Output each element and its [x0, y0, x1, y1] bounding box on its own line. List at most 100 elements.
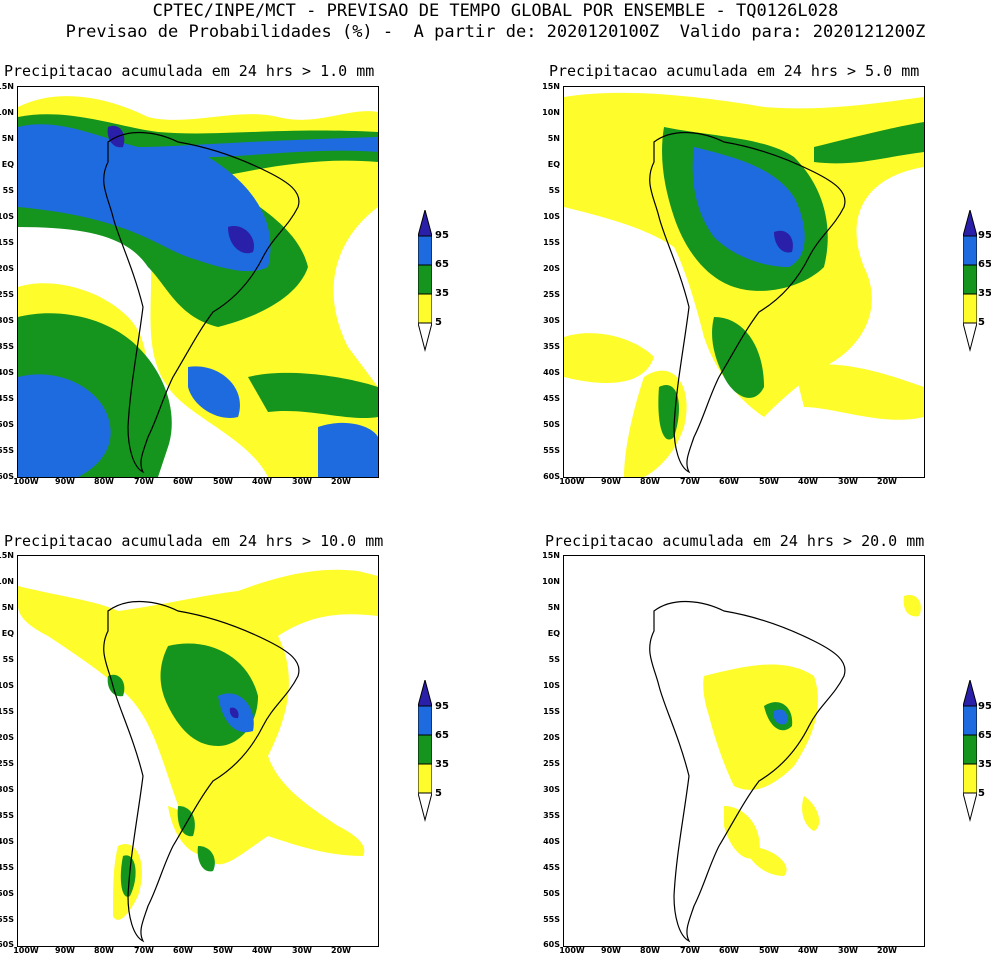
colorbar — [963, 210, 977, 352]
lat-label: 25S — [543, 290, 560, 299]
lat-label: 60S — [543, 940, 560, 949]
lat-label: 35S — [0, 811, 14, 820]
colorbar — [418, 680, 432, 822]
colorbar — [963, 680, 977, 822]
lat-label: 35S — [543, 811, 560, 820]
colorbar-label: 5 — [978, 317, 985, 328]
panel-2-map — [563, 86, 925, 478]
lat-label: 15S — [543, 238, 560, 247]
lat-label: 55S — [543, 915, 560, 924]
lat-label: 15N — [0, 551, 14, 560]
lat-label: 5S — [548, 655, 560, 664]
lat-label: 10N — [542, 577, 560, 586]
lon-label: 70W — [134, 477, 154, 486]
lat-label: 15N — [0, 82, 14, 91]
lat-label: 55S — [0, 446, 14, 455]
lat-label: 10S — [543, 681, 560, 690]
lon-label: 40W — [798, 946, 818, 955]
colorbar-label: 35 — [435, 759, 449, 770]
lat-label: EQ — [1, 160, 14, 169]
lon-label: 70W — [134, 946, 154, 955]
lat-label: 5N — [1, 134, 14, 143]
lon-label: 80W — [94, 477, 114, 486]
lon-label: 50W — [759, 477, 779, 486]
lat-label: 10S — [0, 212, 14, 221]
lon-label: 20W — [877, 477, 897, 486]
colorbar-label: 95 — [435, 230, 449, 241]
lat-label: 20S — [0, 264, 14, 273]
lat-label: 60S — [543, 472, 560, 481]
panel-3-title: Precipitacao acumulada em 24 hrs > 10.0 … — [4, 532, 384, 550]
lat-label: 5N — [1, 603, 14, 612]
lon-label: 30W — [838, 477, 858, 486]
colorbar-label: 65 — [435, 730, 449, 741]
lat-label: 30S — [0, 785, 14, 794]
panel-1-map — [17, 86, 379, 478]
lon-label: 100W — [559, 946, 585, 955]
lon-label: 30W — [292, 946, 312, 955]
lat-label: 25S — [543, 759, 560, 768]
lat-label: 5S — [548, 186, 560, 195]
lat-label: 55S — [543, 446, 560, 455]
colorbar-label: 5 — [435, 788, 442, 799]
lon-label: 80W — [94, 946, 114, 955]
lat-label: 20S — [543, 733, 560, 742]
lon-label: 100W — [13, 477, 39, 486]
lon-label: 20W — [331, 477, 351, 486]
lat-label: 40S — [543, 368, 560, 377]
lat-label: 15N — [542, 82, 560, 91]
lon-label: 70W — [680, 477, 700, 486]
lon-label: 40W — [252, 946, 272, 955]
lon-label: 50W — [213, 477, 233, 486]
lat-label: 10N — [0, 577, 14, 586]
colorbar-label: 35 — [435, 288, 449, 299]
lon-label: 70W — [680, 946, 700, 955]
lat-label: 40S — [543, 837, 560, 846]
lat-label: 50S — [543, 889, 560, 898]
lat-label: 30S — [543, 316, 560, 325]
lon-label: 20W — [331, 946, 351, 955]
lon-label: 90W — [55, 946, 75, 955]
lat-label: 10N — [542, 108, 560, 117]
lat-label: 15N — [542, 551, 560, 560]
chart-title-line-1: CPTEC/INPE/MCT - PREVISAO DE TEMPO GLOBA… — [152, 1, 839, 21]
lat-label: 60S — [0, 940, 14, 949]
panel-4-map — [563, 555, 925, 947]
lon-label: 40W — [798, 477, 818, 486]
lat-label: 50S — [0, 889, 14, 898]
lon-label: 60W — [719, 477, 739, 486]
lat-label: 25S — [0, 290, 14, 299]
lat-label: 30S — [543, 785, 560, 794]
lat-label: 15S — [0, 707, 14, 716]
lat-label: 50S — [543, 420, 560, 429]
lon-label: 80W — [640, 477, 660, 486]
chart-title-line-2: Previsao de Probabilidades (%) - A parti… — [65, 22, 926, 42]
lon-label: 30W — [838, 946, 858, 955]
lat-label: 50S — [0, 420, 14, 429]
lat-label: 35S — [0, 342, 14, 351]
colorbar-label: 35 — [978, 759, 991, 770]
colorbar-label: 95 — [978, 701, 991, 712]
colorbar-label: 95 — [978, 230, 991, 241]
lon-label: 80W — [640, 946, 660, 955]
lon-label: 90W — [601, 477, 621, 486]
lon-label: 60W — [173, 946, 193, 955]
lat-label: 45S — [0, 394, 14, 403]
lat-label: 35S — [543, 342, 560, 351]
lat-label: EQ — [547, 629, 560, 638]
lat-label: 30S — [0, 316, 14, 325]
lat-label: 15S — [0, 238, 14, 247]
lat-label: 5N — [547, 603, 560, 612]
colorbar-label: 5 — [978, 788, 985, 799]
lon-label: 90W — [55, 477, 75, 486]
lat-label: 10S — [543, 212, 560, 221]
lon-label: 100W — [559, 477, 585, 486]
lon-label: 60W — [173, 477, 193, 486]
lon-label: 50W — [759, 946, 779, 955]
lon-label: 30W — [292, 477, 312, 486]
panel-2-title: Precipitacao acumulada em 24 hrs > 5.0 m… — [549, 62, 920, 80]
lon-label: 100W — [13, 946, 39, 955]
colorbar — [418, 210, 432, 352]
lat-label: 45S — [543, 394, 560, 403]
lat-label: 10N — [0, 108, 14, 117]
